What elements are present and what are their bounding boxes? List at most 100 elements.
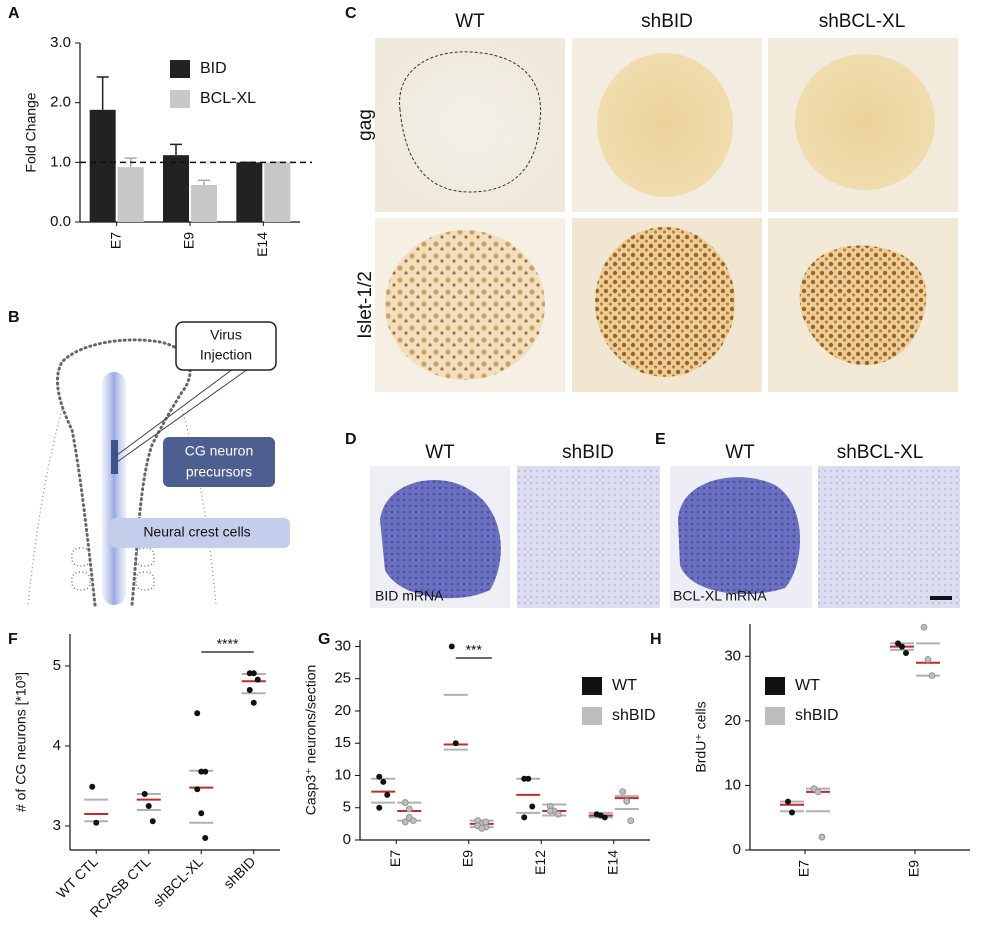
- panel-label: E: [655, 431, 666, 448]
- y-tick-label: 25: [334, 670, 351, 687]
- y-tick-label: 30: [334, 637, 351, 654]
- column-header: WT: [725, 442, 755, 463]
- data-point: [405, 805, 413, 813]
- y-tick-label: 4: [53, 737, 61, 754]
- panel-label: G: [318, 631, 330, 648]
- data-point: [198, 810, 205, 817]
- panel-label: H: [650, 631, 662, 648]
- data-point: [250, 699, 257, 706]
- y-axis-label: # of CG neurons [*10³]: [13, 672, 29, 812]
- data-point: [928, 672, 936, 680]
- y-tick-label: 0.0: [50, 213, 71, 230]
- data-point: [89, 783, 96, 790]
- bar: [117, 167, 144, 222]
- legend-swatch: [765, 707, 785, 725]
- data-point: [93, 819, 100, 826]
- column-header: shBID: [641, 11, 693, 32]
- data-point: [409, 817, 417, 825]
- y-tick-label: 5: [53, 657, 61, 674]
- data-point: [401, 818, 409, 826]
- legend-swatch: [765, 677, 785, 695]
- data-point: [789, 809, 795, 816]
- data-point: [546, 807, 554, 815]
- data-point: [818, 833, 826, 841]
- data-point: [554, 810, 562, 818]
- bar: [264, 162, 291, 222]
- x-tick-label: E9: [906, 860, 922, 877]
- data-point: [482, 818, 490, 826]
- data-point: [924, 656, 932, 663]
- legend-swatch: [582, 707, 602, 725]
- y-tick-label: 2.0: [50, 94, 71, 111]
- x-tick-label: E9: [459, 850, 475, 867]
- y-axis-label: Casp3⁺ neurons/section: [303, 665, 319, 816]
- legend-swatch: [170, 90, 190, 108]
- x-tick-label: WT CTL: [53, 853, 101, 901]
- data-point: [141, 791, 148, 797]
- panel-label: F: [8, 631, 18, 648]
- legend-label: WT: [795, 677, 820, 694]
- data-point: [525, 775, 532, 782]
- box-text: Virus: [210, 327, 242, 343]
- data-point: [145, 803, 152, 809]
- bar: [89, 109, 116, 222]
- data-point: [246, 687, 253, 693]
- error-bar: [96, 76, 109, 110]
- legend-swatch: [582, 677, 602, 695]
- y-tick-label: 20: [724, 712, 741, 729]
- legend-label: BCL-XL: [200, 90, 256, 107]
- y-tick-label: 15: [334, 734, 351, 751]
- data-point: [899, 643, 905, 650]
- legend-label: shBID: [612, 707, 656, 724]
- column-header: shBCL-XL: [837, 442, 924, 463]
- embryo-diagram: [27, 321, 290, 607]
- y-tick-label: 0: [343, 831, 351, 848]
- x-tick-label: shBCL-XL: [150, 853, 207, 910]
- x-tick-label: E9: [181, 232, 197, 249]
- y-tick-label: 20: [334, 702, 351, 719]
- bar: [236, 162, 263, 222]
- x-tick-label: E14: [604, 850, 620, 875]
- box-text: Injection: [200, 347, 252, 363]
- data-point: [401, 799, 409, 806]
- data-point: [194, 786, 201, 793]
- legend-label: WT: [612, 677, 637, 694]
- legend-swatch: [170, 60, 190, 78]
- error-bar: [198, 179, 210, 186]
- data-point: [384, 791, 391, 798]
- column-header: shBID: [562, 442, 614, 463]
- legend-label: BID: [200, 60, 227, 77]
- data-point: [623, 797, 631, 805]
- data-point: [202, 768, 209, 775]
- data-point: [601, 814, 608, 821]
- y-tick-label: 3.0: [50, 34, 71, 51]
- data-point: [448, 643, 455, 650]
- x-tick-label: E7: [387, 850, 403, 867]
- data-point: [785, 798, 791, 805]
- box-text: CG neuron: [185, 443, 253, 459]
- significance-label: ***: [466, 642, 483, 658]
- panel-label: C: [345, 5, 357, 22]
- y-tick-label: 0: [733, 841, 741, 858]
- data-point: [814, 788, 822, 796]
- data-point: [627, 817, 635, 825]
- column-header: shBCL-XL: [819, 11, 906, 32]
- error-bar: [170, 143, 182, 156]
- data-point: [254, 676, 261, 683]
- bar: [191, 185, 217, 222]
- data-point: [149, 818, 156, 825]
- data-point: [529, 803, 536, 810]
- y-tick-label: 1.0: [50, 153, 71, 170]
- data-point: [478, 824, 486, 832]
- x-tick-label: shBID: [220, 853, 258, 891]
- y-tick-label: 10: [724, 776, 741, 793]
- data-point: [895, 640, 901, 647]
- panel-label: A: [8, 5, 20, 22]
- x-tick-label: E12: [532, 850, 548, 875]
- data-point: [903, 650, 909, 657]
- data-point: [194, 710, 201, 717]
- data-point: [521, 814, 528, 821]
- data-point: [380, 778, 387, 785]
- y-tick-label: 3: [53, 817, 61, 834]
- micrographs-c: [375, 38, 958, 392]
